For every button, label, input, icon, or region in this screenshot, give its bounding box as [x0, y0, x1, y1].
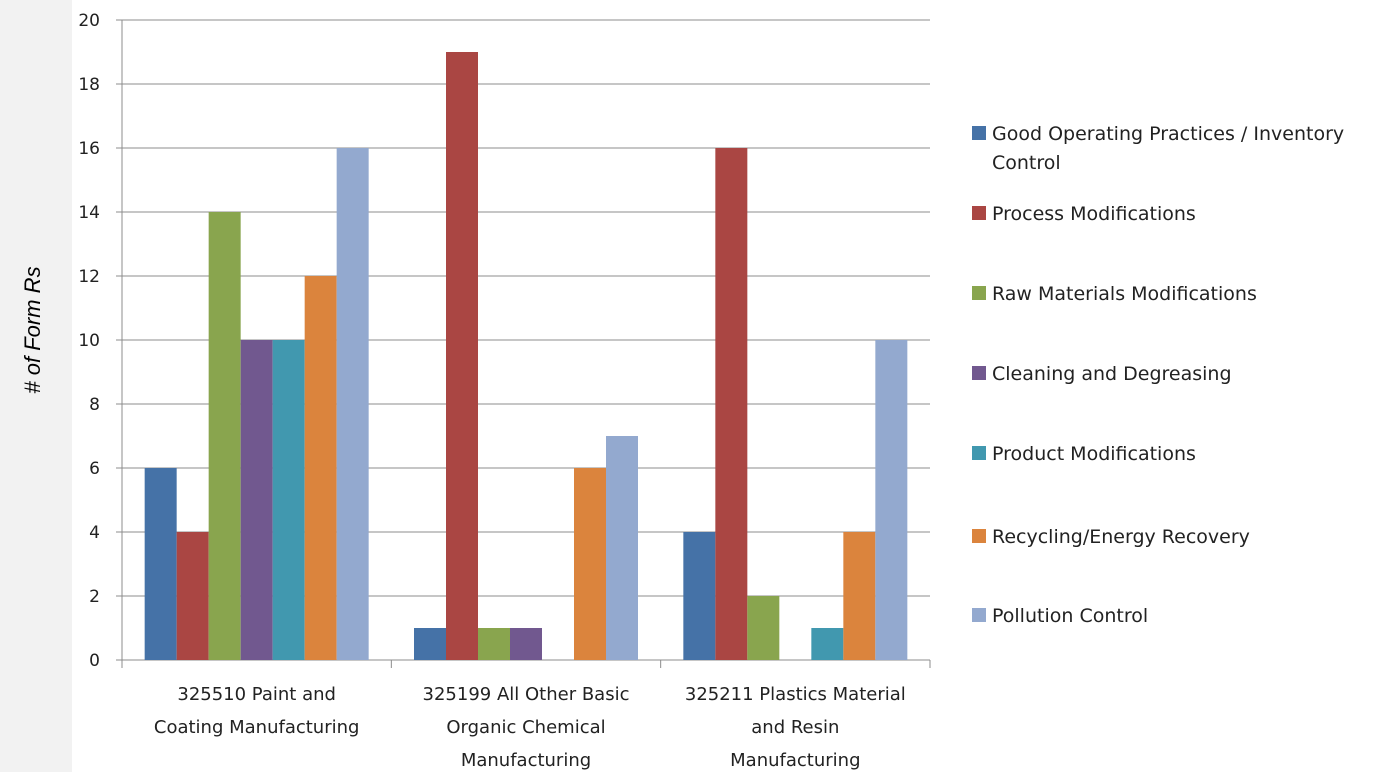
legend-label: Cleaning and Degreasing [992, 363, 1232, 385]
bars [144, 52, 908, 660]
legend-swatch [972, 286, 986, 300]
bar [683, 532, 716, 660]
bar [240, 340, 273, 660]
bar [304, 276, 337, 660]
legend-label: Good Operating Practices / Inventory Con… [992, 123, 1345, 174]
legend-swatch [972, 366, 986, 380]
bar [843, 532, 876, 660]
y-tick-label: 18 [78, 75, 100, 95]
bar [510, 628, 542, 660]
bar [811, 628, 844, 660]
y-tick-labels: 0 2 4 6 8 10 12 14 16 18 20 [78, 11, 100, 671]
legend-swatch [972, 206, 986, 220]
legend-label: Recycling/Energy Recovery [992, 526, 1250, 548]
bar [875, 340, 908, 660]
x-tick-label: 325510 Paint and Coating Manufacturing [154, 684, 360, 738]
legend-item: Product Modifications [972, 440, 1382, 469]
legend-item: Cleaning and Degreasing [972, 360, 1382, 389]
legend-label: Pollution Control [992, 605, 1149, 627]
bar [606, 436, 638, 660]
legend-label: Product Modifications [992, 443, 1196, 465]
legend-label: Raw Materials Modifications [992, 283, 1257, 305]
bar [747, 596, 780, 660]
y-tick-label: 4 [89, 523, 100, 543]
bar [574, 468, 606, 660]
legend-item: Good Operating Practices / Inventory Con… [972, 120, 1382, 178]
bar [336, 148, 369, 660]
bar [208, 212, 241, 660]
y-tick-label: 14 [78, 203, 100, 223]
legend-swatch [972, 446, 986, 460]
y-tick-label: 16 [78, 139, 100, 159]
legend-swatch [972, 608, 986, 622]
x-tick-label: 325199 All Other Basic Organic Chemical Ma… [423, 684, 630, 771]
x-tick-label: 325211 Plastics Material and Resin Manufac… [685, 684, 906, 771]
legend-item: Raw Materials Modifications [972, 280, 1382, 309]
legend-item: Pollution Control [972, 602, 1382, 631]
legend-swatch [972, 529, 986, 543]
y-tick-label: 10 [78, 331, 100, 351]
y-tick-label: 20 [78, 11, 100, 31]
bar [715, 148, 748, 660]
y-tick-label: 6 [89, 459, 100, 479]
bar [414, 628, 446, 660]
bar [176, 532, 209, 660]
y-tick-label: 8 [89, 395, 100, 415]
legend-label: Process Modifications [992, 203, 1196, 225]
legend-swatch [972, 126, 986, 140]
bar [144, 468, 177, 660]
legend-item: Recycling/Energy Recovery [972, 523, 1382, 552]
x-tick-labels: 325510 Paint and Coating Manufacturing 325… [154, 684, 906, 771]
y-tick-label: 12 [78, 267, 100, 287]
bar [446, 52, 478, 660]
bar [478, 628, 510, 660]
y-tick-label: 2 [89, 587, 100, 607]
bar [272, 340, 305, 660]
legend-item: Process Modifications [972, 200, 1382, 229]
y-tick-label: 0 [89, 651, 100, 671]
